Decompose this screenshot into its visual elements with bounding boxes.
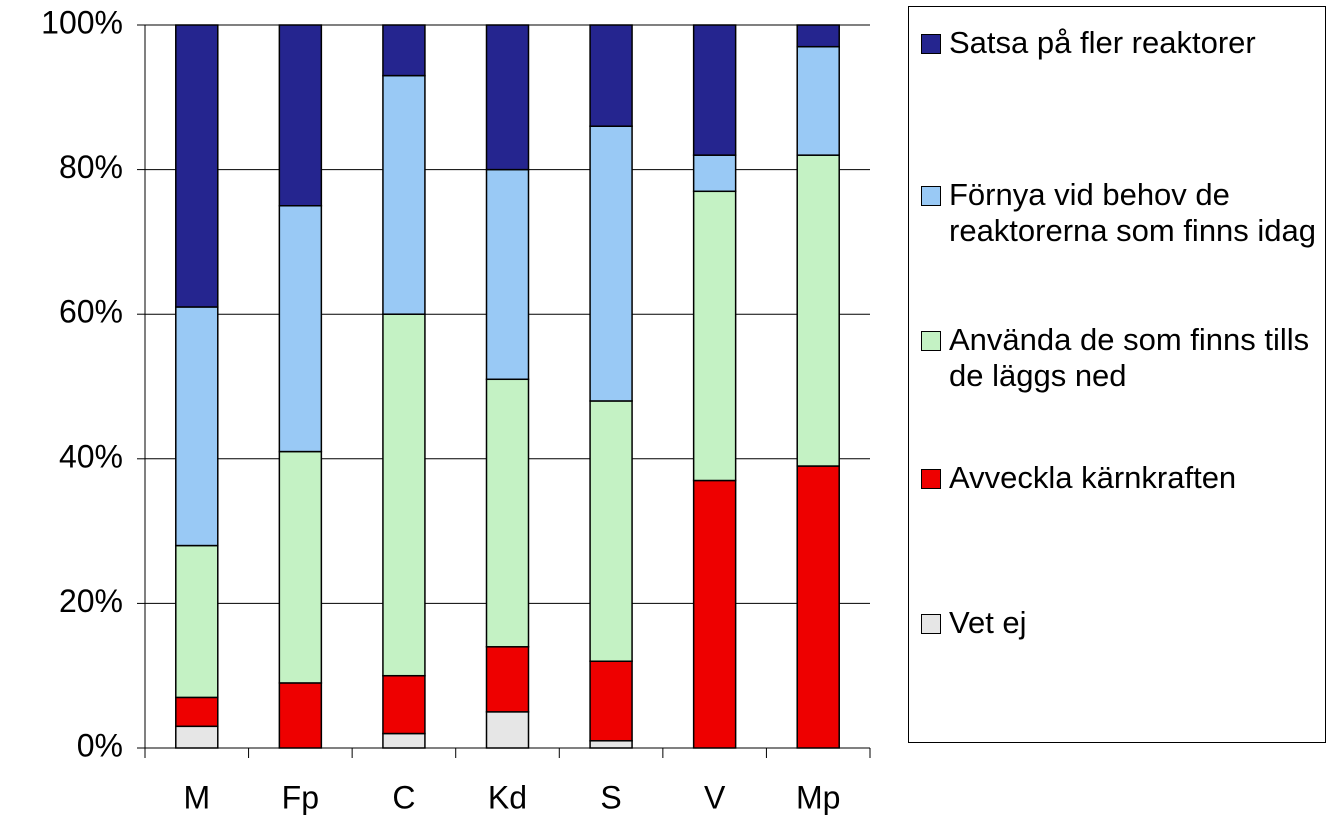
bar-segment — [692, 190, 737, 482]
legend-entry: Avveckla kärnkraften — [921, 460, 1321, 496]
bar-segment — [589, 660, 633, 742]
y-tick-label: 40% — [59, 438, 123, 474]
y-tick-label: 100% — [41, 4, 123, 40]
bar-segment — [175, 24, 219, 308]
x-tick-label: Kd — [488, 779, 527, 815]
bar-segment — [278, 450, 323, 684]
legend-swatch — [921, 331, 941, 351]
bar-segment — [278, 24, 323, 207]
bar-segment — [796, 465, 840, 749]
bar-segment — [382, 74, 426, 315]
bar-segment — [382, 732, 426, 749]
x-tick-label: M — [183, 779, 210, 815]
bar-segment — [175, 306, 219, 547]
bar-segment — [796, 154, 840, 467]
y-tick-label: 0% — [77, 727, 123, 763]
legend-swatch — [921, 186, 941, 206]
x-tick-label: S — [600, 779, 621, 815]
legend-label: Använda de som finns tills de läggs ned — [949, 322, 1310, 393]
legend-label: Vet ej — [949, 605, 1027, 640]
bar-segment — [589, 740, 633, 749]
y-tick-label: 60% — [59, 294, 123, 330]
bar-segment — [692, 24, 737, 156]
bar-segment — [175, 696, 219, 728]
bar-segment — [485, 168, 530, 381]
legend-swatch — [921, 614, 941, 634]
bar-segment — [175, 544, 219, 699]
bar-segment — [485, 24, 530, 171]
bar-segment — [485, 646, 530, 713]
legend-swatch — [921, 34, 941, 54]
bar-segment — [382, 24, 426, 77]
legend-entry: Förnya vid behov de reaktorerna som finn… — [921, 177, 1321, 249]
y-tick-label: 20% — [59, 583, 123, 619]
chart: 0% 20% 40% 60% 80% 100% M Fp C Kd S V Mp — [41, 4, 871, 815]
legend-label: Satsa på fler reaktorer — [949, 25, 1256, 60]
x-tick-label: V — [704, 779, 726, 815]
bar-segment — [485, 378, 530, 648]
bar-segment — [796, 24, 840, 48]
bar-segment — [278, 205, 323, 453]
legend-entry: Vet ej — [921, 605, 1321, 641]
bar-segment — [796, 45, 840, 156]
x-tick-label: C — [392, 779, 415, 815]
legend-entry: Använda de som finns tills de läggs ned — [921, 322, 1321, 394]
bar-segment — [692, 479, 737, 749]
bar-segment — [485, 711, 530, 749]
bar-segment — [589, 400, 633, 662]
bar-segment — [692, 154, 737, 193]
bar-segment — [589, 24, 633, 127]
legend-label: Avveckla kärnkraften — [949, 460, 1237, 495]
x-tick-label: Mp — [796, 779, 840, 815]
legend-swatch — [921, 469, 941, 489]
bar-segment — [278, 682, 323, 749]
legend-entry: Satsa på fler reaktorer — [921, 25, 1321, 61]
y-tick-label: 80% — [59, 149, 123, 185]
bar-segment — [589, 125, 633, 402]
legend-label: Förnya vid behov de reaktorerna som finn… — [949, 177, 1317, 248]
x-tick-label: Fp — [282, 779, 319, 815]
bar-segment — [382, 674, 426, 735]
bar-segment — [175, 725, 219, 749]
bar-segment — [382, 313, 426, 677]
legend: Satsa på fler reaktorer Förnya vid behov … — [908, 6, 1326, 743]
